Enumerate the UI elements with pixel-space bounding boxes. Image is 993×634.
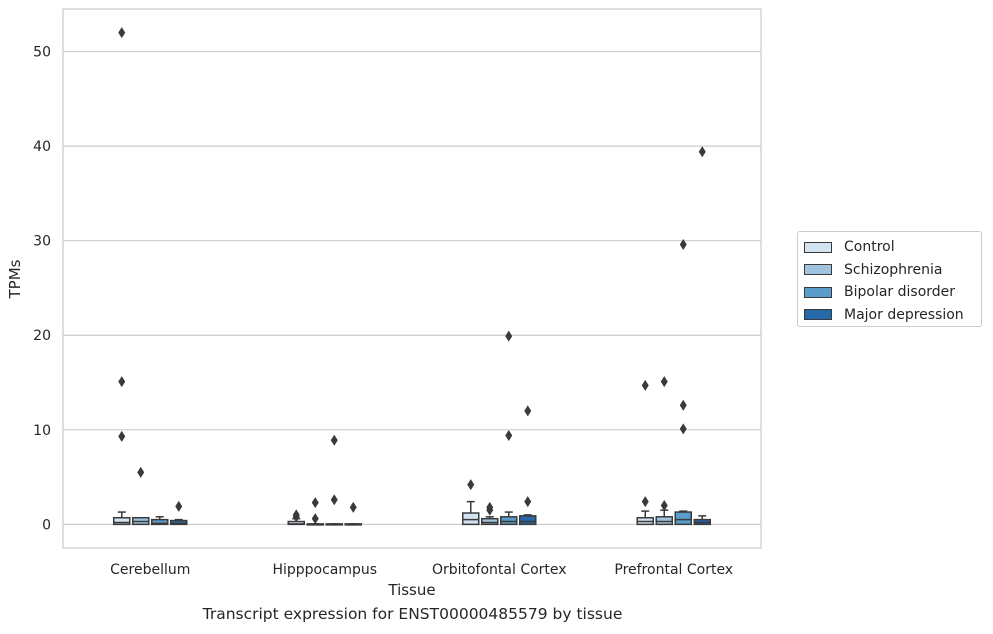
outlier-major-depression-cerebellum-0	[175, 500, 183, 512]
legend-label-schizophrenia: Schizophrenia	[844, 261, 943, 278]
y-axis-ticks: 0 10 20 30 40 50	[33, 45, 51, 534]
box-group-control-hipppocampus	[287, 509, 305, 526]
outlier-major-depression-orbitofontal-cortex-1	[524, 496, 532, 508]
outlier-control-prefrontal-cortex-1	[641, 496, 649, 508]
legend-swatch-control	[804, 241, 832, 253]
box-control-cerebellum	[113, 516, 131, 526]
box-major-depression-orbitofontal-cortex	[519, 515, 537, 526]
box-group-control-orbitofontal-cortex	[462, 479, 480, 526]
outlier-bipolar-disorder-orbitofontal-cortex-0	[505, 330, 513, 342]
outlier-major-depression-orbitofontal-cortex-0	[524, 405, 532, 417]
box-group-schizophrenia-hipppocampus	[306, 497, 324, 526]
outlier-schizophrenia-prefrontal-cortex-0	[660, 376, 668, 388]
box-group-major-depression-prefrontal-cortex	[693, 146, 711, 526]
outlier-schizophrenia-cerebellum-0	[137, 466, 145, 478]
outlier-control-prefrontal-cortex-0	[641, 379, 649, 391]
plot-area	[62, 8, 762, 549]
box-group-bipolar-disorder-hipppocampus	[325, 434, 343, 526]
y-tick-label-30: 30	[33, 234, 51, 250]
legend-item-major-depression: Major depression	[804, 304, 981, 327]
box-group-major-depression-hipppocampus	[344, 501, 362, 526]
box-group-schizophrenia-cerebellum	[132, 466, 150, 526]
box-group-bipolar-disorder-prefrontal-cortex	[674, 238, 692, 526]
outlier-control-hipppocampus-1	[292, 511, 300, 523]
outlier-bipolar-disorder-prefrontal-cortex-1	[679, 399, 687, 411]
x-tick-label-cerebellum: Cerebellum	[110, 562, 190, 578]
outlier-bipolar-disorder-hipppocampus-1	[330, 494, 338, 506]
outlier-schizophrenia-hipppocampus-0	[311, 497, 319, 509]
y-tick-label-0: 0	[42, 517, 51, 533]
outlier-bipolar-disorder-prefrontal-cortex-0	[679, 238, 687, 250]
box-schizophrenia-prefrontal-cortex	[655, 516, 673, 526]
y-tick-label-40: 40	[33, 139, 51, 155]
outlier-schizophrenia-orbitofontal-cortex-1	[486, 504, 494, 516]
box-group-schizophrenia-orbitofontal-cortex	[481, 501, 499, 526]
outlier-bipolar-disorder-prefrontal-cortex-2	[679, 423, 687, 435]
y-tick-label-20: 20	[33, 328, 51, 344]
x-axis-label: Tissue	[387, 581, 435, 599]
y-tick-label-50: 50	[33, 45, 51, 61]
outlier-major-depression-hipppocampus-0	[349, 501, 357, 513]
legend-swatch-bipolar-disorder	[804, 286, 832, 298]
box-bipolar-disorder-prefrontal-cortex	[674, 511, 692, 526]
outlier-control-orbitofontal-cortex-0	[467, 479, 475, 491]
legend-item-control: Control	[804, 236, 981, 259]
box-control-orbitofontal-cortex	[462, 512, 480, 526]
y-tick-label-10: 10	[33, 423, 51, 439]
y-axis-label: TPMs	[6, 259, 24, 299]
legend-swatch-major-depression	[804, 309, 832, 321]
box-group-major-depression-orbitofontal-cortex	[519, 405, 537, 526]
x-axis-ticks: Cerebellum Hipppocampus Orbitofontal Corte…	[110, 562, 733, 578]
legend-item-schizophrenia: Schizophrenia	[804, 259, 981, 282]
boxes	[113, 27, 711, 526]
box-group-schizophrenia-prefrontal-cortex	[655, 376, 673, 526]
box-group-bipolar-disorder-cerebellum	[151, 516, 169, 526]
box-major-depression-cerebellum	[170, 519, 188, 526]
box-schizophrenia-orbitofontal-cortex	[481, 517, 499, 526]
outlier-bipolar-disorder-orbitofontal-cortex-1	[505, 429, 513, 441]
box-group-major-depression-cerebellum	[170, 500, 188, 526]
outlier-control-cerebellum-1	[118, 376, 126, 388]
outlier-control-cerebellum-0	[118, 27, 126, 39]
legend: Control Schizophrenia Bipolar disorder M…	[797, 231, 982, 327]
outlier-schizophrenia-prefrontal-cortex-1	[660, 499, 668, 511]
outlier-control-cerebellum-2	[118, 430, 126, 442]
x-tick-label-prefrontal-cortex: Prefrontal Cortex	[614, 562, 733, 578]
legend-label-major-depression: Major depression	[844, 306, 964, 323]
legend-swatch-schizophrenia	[804, 264, 832, 276]
box-group-bipolar-disorder-orbitofontal-cortex	[500, 330, 518, 526]
outlier-major-depression-prefrontal-cortex-0	[698, 146, 706, 158]
x-tick-label-hipppocampus: Hipppocampus	[272, 562, 377, 578]
chart-caption: Transcript expression for ENST0000048557…	[202, 605, 623, 623]
box-bipolar-disorder-orbitofontal-cortex	[500, 516, 518, 526]
x-tick-label-orbitofontal-cortex: Orbitofontal Cortex	[432, 562, 567, 578]
legend-item-bipolar-disorder: Bipolar disorder	[804, 281, 981, 304]
outlier-bipolar-disorder-hipppocampus-0	[330, 434, 338, 446]
box-group-control-cerebellum	[113, 27, 131, 526]
box-bipolar-disorder-cerebellum	[151, 518, 169, 526]
box-group-control-prefrontal-cortex	[636, 379, 654, 526]
legend-label-bipolar-disorder: Bipolar disorder	[844, 284, 956, 301]
outlier-schizophrenia-hipppocampus-1	[311, 513, 319, 525]
legend-label-control: Control	[844, 239, 895, 256]
